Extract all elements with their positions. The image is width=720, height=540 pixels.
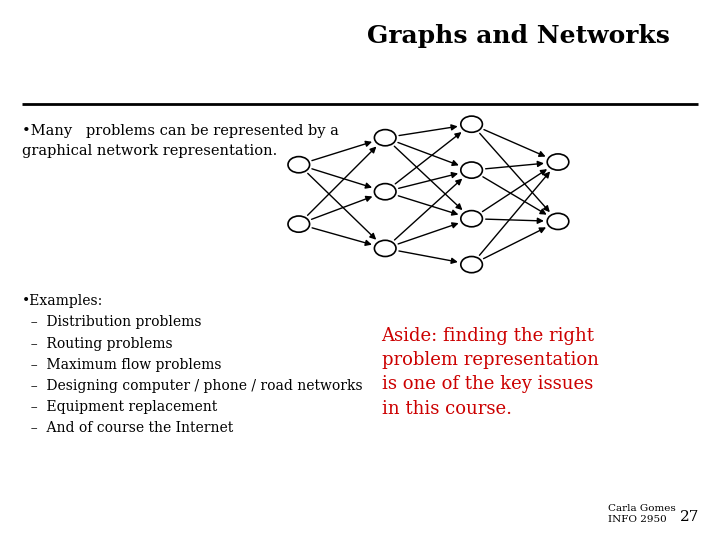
Text: Graphs and Networks: Graphs and Networks [367, 24, 670, 48]
Circle shape [374, 130, 396, 146]
Text: Aside: finding the right
problem representation
is one of the key issues
in this: Aside: finding the right problem represe… [382, 327, 598, 417]
Text: Carla Gomes
INFO 2950: Carla Gomes INFO 2950 [608, 504, 676, 524]
Text: 27: 27 [680, 510, 700, 524]
Circle shape [547, 213, 569, 230]
Circle shape [547, 154, 569, 170]
Circle shape [461, 162, 482, 178]
Circle shape [461, 211, 482, 227]
Circle shape [374, 240, 396, 256]
Circle shape [461, 116, 482, 132]
Circle shape [374, 184, 396, 200]
Circle shape [288, 216, 310, 232]
Text: •Many   problems can be represented by a
graphical network representation.: •Many problems can be represented by a g… [22, 124, 338, 158]
Circle shape [461, 256, 482, 273]
Circle shape [288, 157, 310, 173]
Text: •Examples:
  –  Distribution problems
  –  Routing problems
  –  Maximum flow pr: •Examples: – Distribution problems – Rou… [22, 294, 362, 435]
